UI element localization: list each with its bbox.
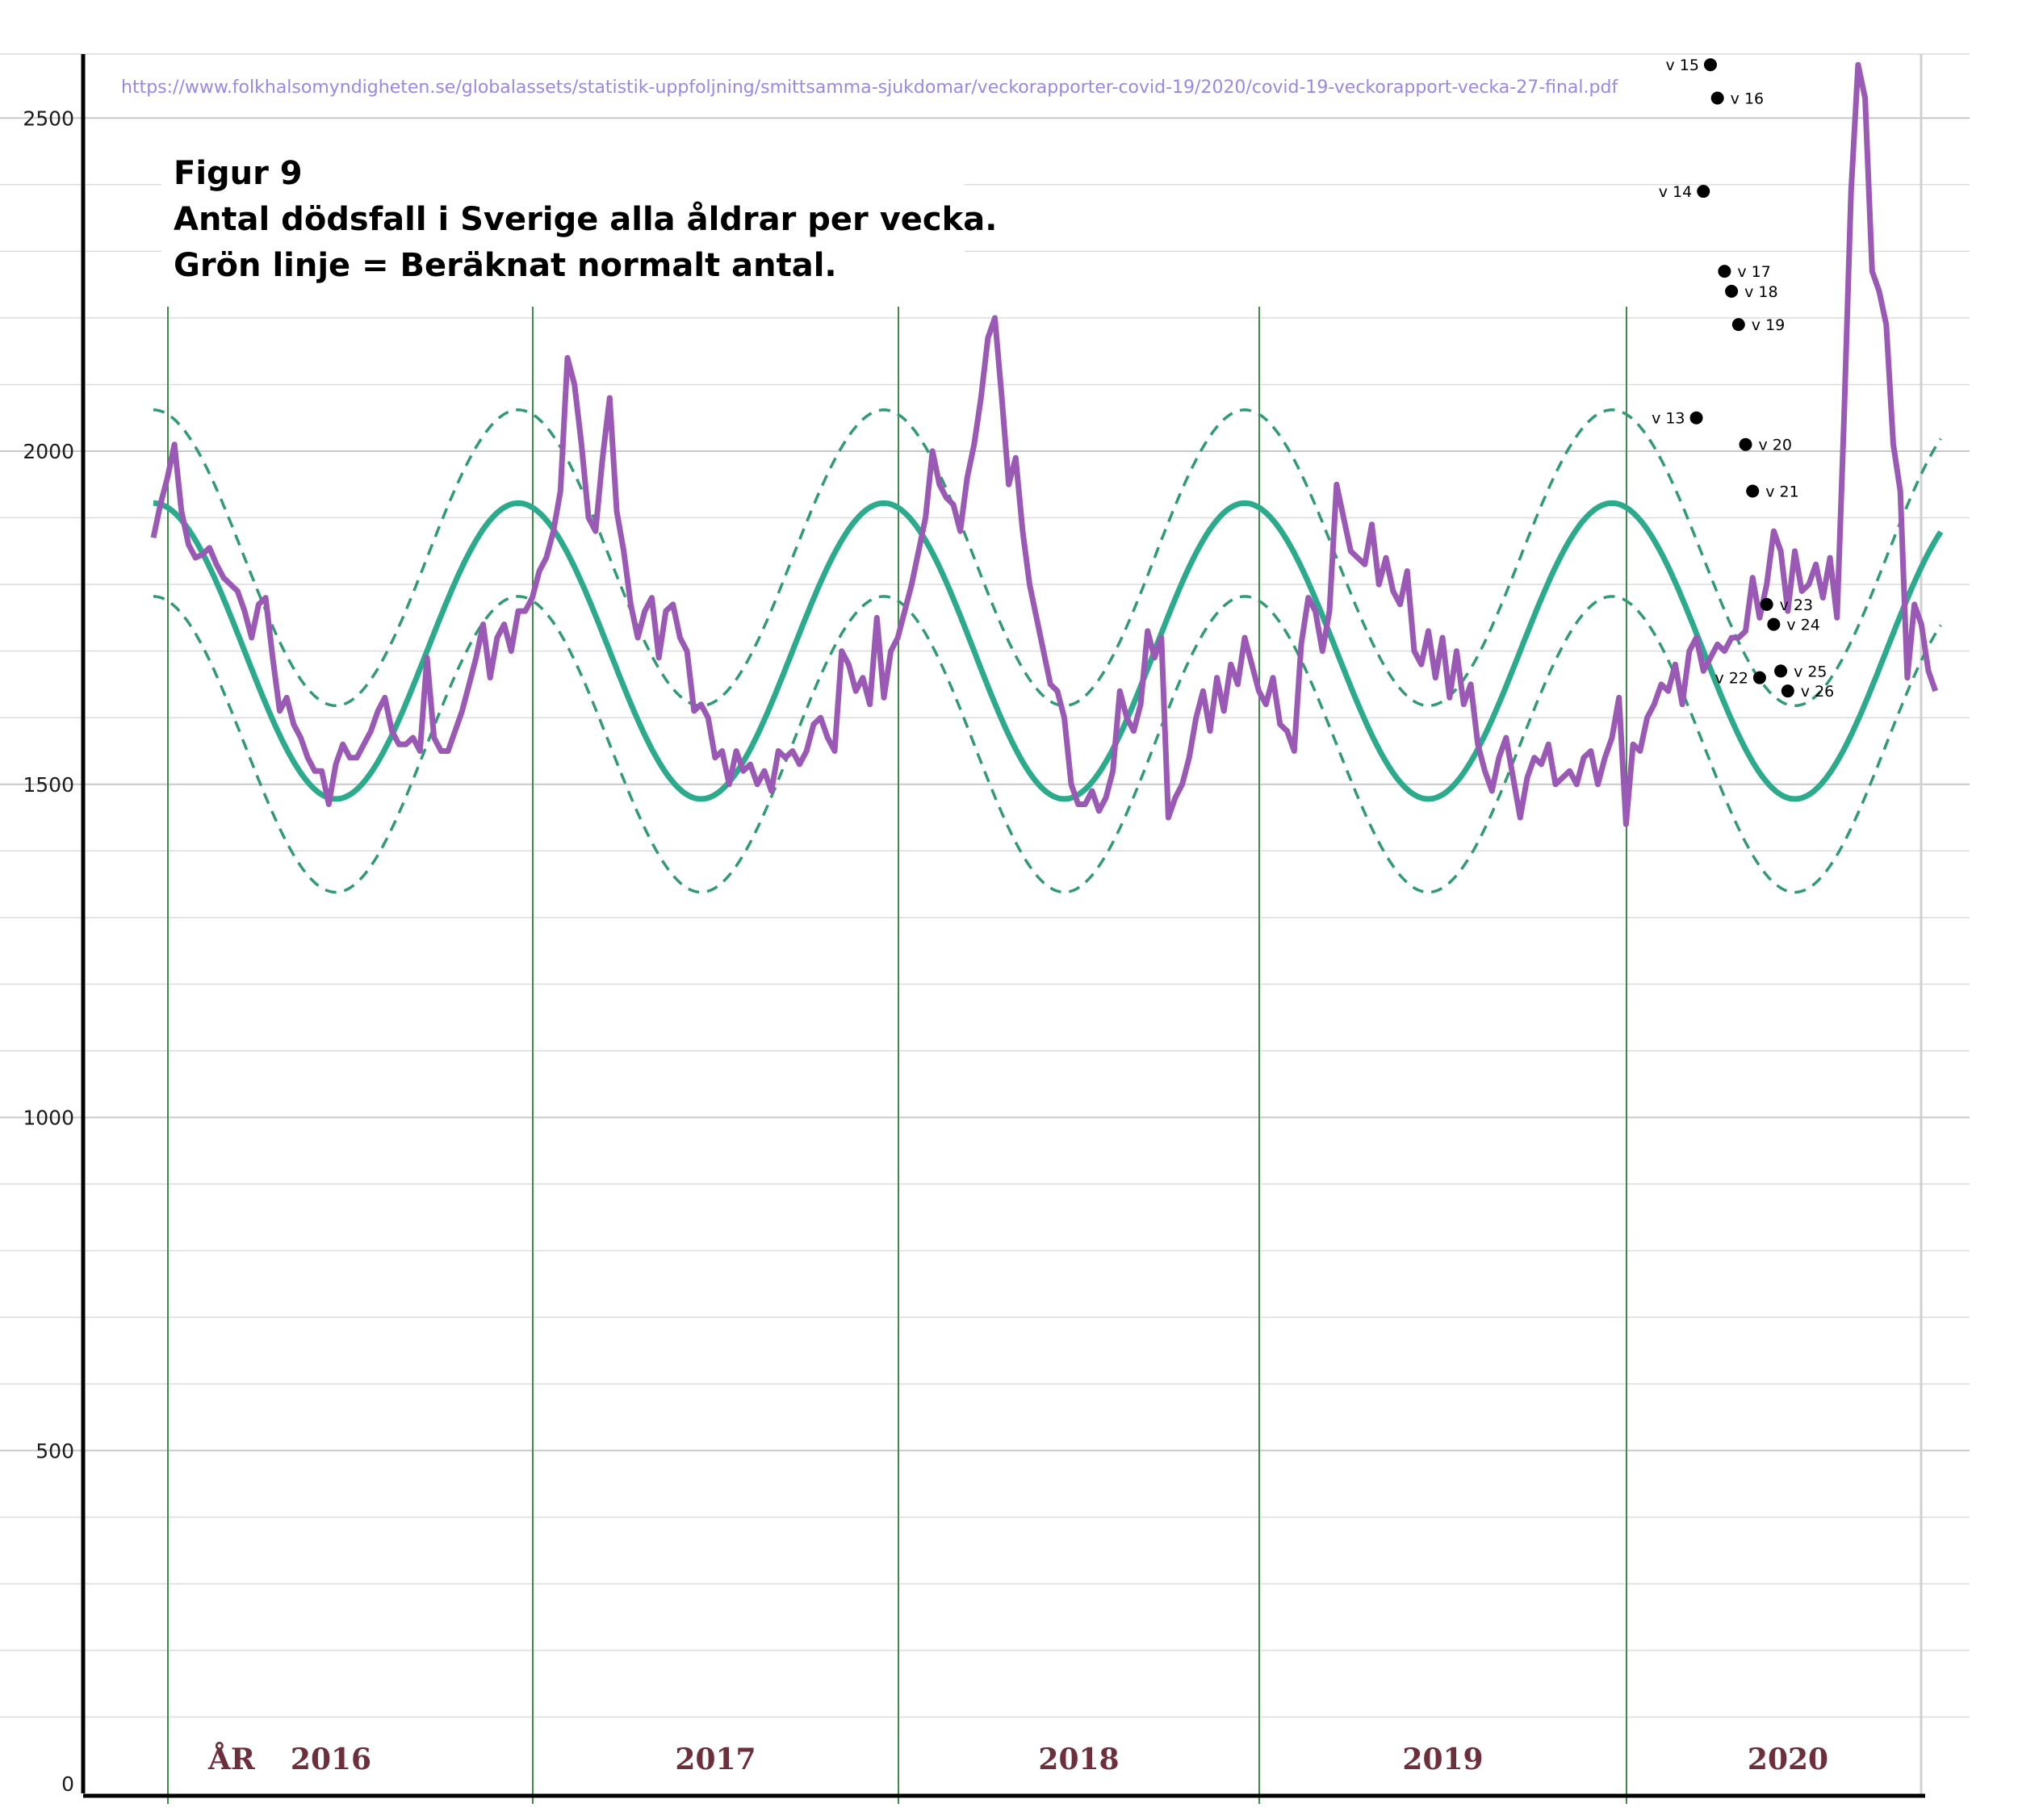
week-marker-label: v 26 [1801,683,1834,701]
week-marker-dot [1746,484,1760,498]
week-marker-label: v 20 [1759,437,1792,454]
y-tick-label: 500 [36,1439,74,1462]
source-url: https://www.folkhalsomyndigheten.se/glob… [121,77,1618,98]
year-label: 2016 [291,1743,371,1776]
year-labels: ÅR 2016 2017 2018 2019 2020 [207,1743,1828,1776]
week-marker-dot [1725,284,1739,298]
y-tick-label: 1000 [23,1107,74,1130]
axes [81,54,1925,1798]
week-marker-label: v 17 [1737,263,1770,281]
title-line-3: Grön linje = Beräknat normalt antal. [174,247,837,284]
week-marker-label: v 23 [1780,596,1813,614]
week-marker-dot [1767,617,1781,631]
week-marker-dot [1781,684,1794,698]
year-label: 2020 [1748,1743,1828,1776]
week-marker-label: v 16 [1731,90,1764,107]
title-line-1: Figur 9 [174,155,303,192]
y-tick-label: 2000 [23,440,74,463]
expected-lower-bound-line [153,595,1942,894]
expected-deaths-line [153,500,1944,802]
week-marker-label: v 22 [1714,670,1748,688]
observed-deaths-line [150,61,1939,827]
week-marker-label: v 18 [1744,283,1777,301]
year-axis-prefix: ÅR [207,1743,256,1776]
y-tick-label: 2500 [23,107,74,130]
week-marker-dot [1760,597,1773,611]
y-tick-label: 1500 [23,773,74,797]
year-label: 2018 [1038,1743,1119,1776]
week-marker-dot [1739,437,1752,451]
year-divider-lines [167,307,1627,1804]
week-marker-label: v 14 [1659,183,1692,201]
title-block: Figur 9 Antal dödsfall i Sverige alla ål… [161,137,997,299]
week-marker-label: v 25 [1794,663,1827,680]
expected-upper-bound-line [153,408,1942,708]
year-label: 2017 [675,1743,756,1776]
week-marker-dot [1710,91,1724,105]
week-marker-label: v 13 [1652,410,1685,428]
week-marker-label: v 15 [1665,56,1698,74]
series-lines [150,61,1944,894]
week-marker-label: v 24 [1786,617,1819,634]
y-tick-label: 0 [61,1772,74,1796]
title-line-2: Antal dödsfall i Sverige alla åldrar per… [174,200,997,238]
week-marker-dot [1752,671,1766,684]
gridlines [0,53,1970,1796]
week-markers: v 13 v 14 v 15 v 16 v 17 v 18 v 19 v 20 v 21 v 22… [1652,56,1834,701]
title-background [161,137,965,299]
week-marker-dot [1697,185,1710,199]
week-marker-dot [1774,664,1788,678]
week-marker-label: v 19 [1752,316,1785,334]
week-marker-dot [1703,58,1717,72]
week-marker-label: v 21 [1765,483,1798,501]
week-marker-dot [1731,318,1745,332]
week-marker-dot [1718,265,1731,278]
year-label: 2019 [1402,1743,1483,1776]
y-axis-tick-labels: 0 500 1000 1500 2000 2500 [23,107,74,1796]
week-marker-dot [1689,411,1703,425]
